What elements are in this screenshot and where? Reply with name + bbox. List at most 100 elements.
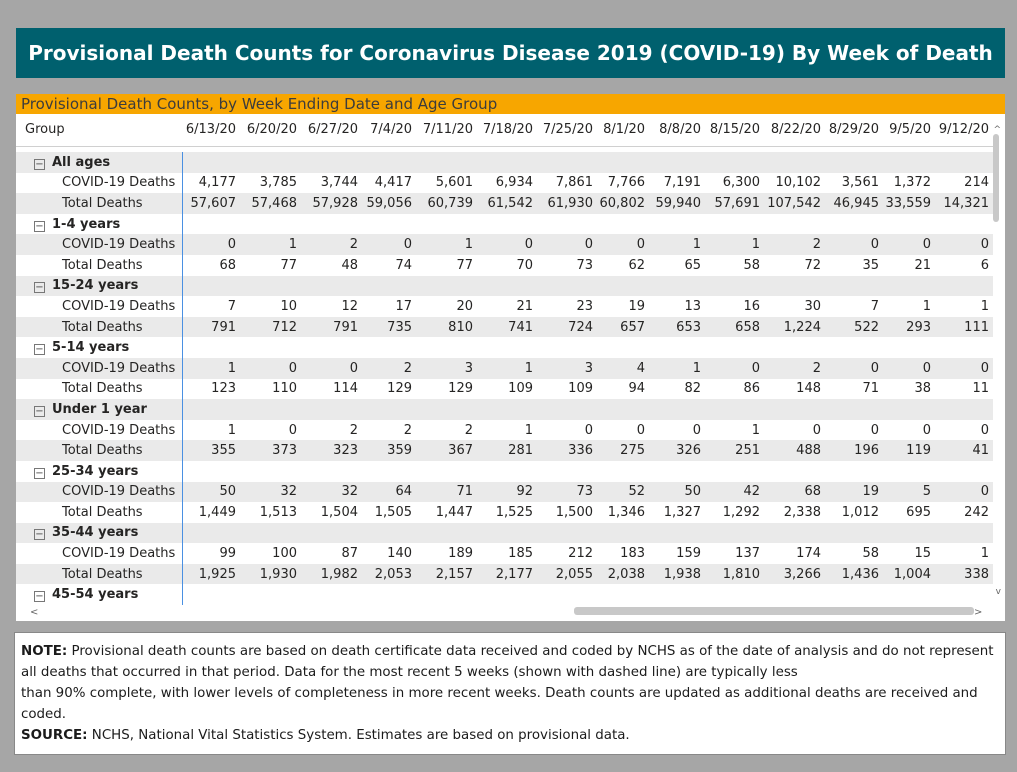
- scroll-left-icon[interactable]: <: [30, 607, 39, 618]
- scroll-up-icon[interactable]: ^: [993, 125, 1001, 135]
- value-cell[interactable]: 1,224: [764, 316, 825, 338]
- value-cell[interactable]: 0: [240, 357, 301, 379]
- value-cell[interactable]: 2,053: [362, 563, 416, 585]
- value-cell[interactable]: 791: [182, 316, 240, 338]
- value-cell[interactable]: 281: [477, 440, 537, 461]
- value-cell[interactable]: 1: [649, 357, 705, 379]
- value-cell[interactable]: 522: [825, 316, 883, 338]
- value-cell[interactable]: 0: [935, 357, 993, 379]
- value-cell[interactable]: 0: [692, 422, 701, 438]
- value-cell[interactable]: 10,102: [775, 175, 822, 191]
- value-cell[interactable]: 174: [796, 546, 821, 562]
- week-column-header[interactable]: 6/20/20: [240, 114, 301, 147]
- collapse-toggle-icon[interactable]: −: [34, 344, 45, 356]
- value-cell[interactable]: 62: [628, 257, 645, 273]
- value-cell[interactable]: 32: [301, 481, 362, 503]
- value-cell[interactable]: 242: [964, 504, 989, 520]
- value-cell[interactable]: 0: [636, 422, 645, 438]
- value-cell[interactable]: 1: [980, 298, 989, 314]
- value-cell[interactable]: 338: [935, 563, 993, 585]
- value-cell[interactable]: 695: [906, 504, 931, 520]
- horizontal-scrollbar-thumb[interactable]: [574, 607, 974, 615]
- value-cell[interactable]: 140: [387, 546, 412, 562]
- matrix-table-container[interactable]: Group 6/13/20 6/20/20 6/27/20 7/4/20 7/11/20…: [16, 114, 1005, 621]
- value-cell[interactable]: 183: [620, 546, 645, 562]
- value-cell[interactable]: 6,300: [722, 175, 760, 191]
- value-cell[interactable]: 2,338: [783, 504, 821, 520]
- group-column-header[interactable]: Group: [16, 114, 182, 147]
- value-cell[interactable]: 7: [227, 298, 236, 314]
- value-cell[interactable]: 60,802: [597, 193, 649, 214]
- value-cell[interactable]: 6: [980, 257, 989, 273]
- value-cell[interactable]: 2,055: [537, 563, 597, 585]
- value-cell[interactable]: 4: [597, 357, 649, 379]
- value-cell[interactable]: 60,739: [416, 193, 477, 214]
- value-cell[interactable]: 71: [862, 381, 879, 397]
- collapse-toggle-icon[interactable]: −: [34, 405, 45, 417]
- value-cell[interactable]: 2: [764, 234, 825, 255]
- value-cell[interactable]: 367: [416, 440, 477, 461]
- value-cell[interactable]: 32: [240, 481, 301, 503]
- week-column-header[interactable]: 6/13/20: [182, 114, 240, 147]
- value-cell[interactable]: 21: [914, 257, 931, 273]
- value-cell[interactable]: 13: [684, 298, 701, 314]
- value-cell[interactable]: 1,938: [649, 563, 705, 585]
- value-cell[interactable]: 653: [649, 316, 705, 338]
- value-cell[interactable]: 1: [705, 234, 764, 255]
- value-cell[interactable]: 61,930: [537, 193, 597, 214]
- value-cell[interactable]: 0: [883, 357, 935, 379]
- value-cell[interactable]: 74: [395, 257, 412, 273]
- value-cell[interactable]: 2,177: [477, 563, 537, 585]
- value-cell[interactable]: 0: [825, 357, 883, 379]
- value-cell[interactable]: 3,561: [841, 175, 879, 191]
- week-column-header[interactable]: 8/22/20: [764, 114, 825, 147]
- value-cell[interactable]: 4,417: [374, 175, 412, 191]
- value-cell[interactable]: 326: [649, 440, 705, 461]
- value-cell[interactable]: 0: [883, 234, 935, 255]
- value-cell[interactable]: 791: [301, 316, 362, 338]
- value-cell[interactable]: 189: [448, 546, 473, 562]
- value-cell[interactable]: 57,468: [240, 193, 301, 214]
- value-cell[interactable]: 0: [935, 234, 993, 255]
- value-cell[interactable]: 23: [576, 298, 593, 314]
- week-column-header[interactable]: 8/29/20: [825, 114, 883, 147]
- value-cell[interactable]: 3,266: [764, 563, 825, 585]
- value-cell[interactable]: 148: [796, 381, 821, 397]
- value-cell[interactable]: 2: [764, 357, 825, 379]
- value-cell[interactable]: 14,321: [935, 193, 993, 214]
- value-cell[interactable]: 35: [862, 257, 879, 273]
- value-cell[interactable]: 15: [914, 546, 931, 562]
- value-cell[interactable]: 0: [825, 234, 883, 255]
- value-cell[interactable]: 0: [705, 357, 764, 379]
- value-cell[interactable]: 7,766: [607, 175, 645, 191]
- value-cell[interactable]: 0: [477, 234, 537, 255]
- value-cell[interactable]: 38: [914, 381, 931, 397]
- value-cell[interactable]: 0: [288, 422, 297, 438]
- collapse-toggle-icon[interactable]: −: [34, 282, 45, 294]
- value-cell[interactable]: 20: [456, 298, 473, 314]
- value-cell[interactable]: 65: [684, 257, 701, 273]
- value-cell[interactable]: 114: [333, 381, 358, 397]
- value-cell[interactable]: 1,925: [182, 563, 240, 585]
- value-cell[interactable]: 1,372: [893, 175, 931, 191]
- value-cell[interactable]: 1,012: [841, 504, 879, 520]
- value-cell[interactable]: 323: [301, 440, 362, 461]
- value-cell[interactable]: 16: [743, 298, 760, 314]
- value-cell[interactable]: 359: [362, 440, 416, 461]
- value-cell[interactable]: 0: [584, 422, 593, 438]
- value-cell[interactable]: 3: [537, 357, 597, 379]
- value-cell[interactable]: 0: [301, 357, 362, 379]
- value-cell[interactable]: 92: [477, 481, 537, 503]
- vertical-scrollbar-thumb[interactable]: [993, 134, 999, 222]
- value-cell[interactable]: 1,810: [705, 563, 764, 585]
- week-column-header[interactable]: 6/27/20: [301, 114, 362, 147]
- value-cell[interactable]: 373: [240, 440, 301, 461]
- week-column-header[interactable]: 9/5/20: [883, 114, 935, 147]
- value-cell[interactable]: 77: [280, 257, 297, 273]
- value-cell[interactable]: 1: [182, 357, 240, 379]
- value-cell[interactable]: 1,500: [555, 504, 593, 520]
- value-cell[interactable]: 3,785: [259, 175, 297, 191]
- value-cell[interactable]: 58: [862, 546, 879, 562]
- value-cell[interactable]: 1,525: [495, 504, 533, 520]
- value-cell[interactable]: 293: [883, 316, 935, 338]
